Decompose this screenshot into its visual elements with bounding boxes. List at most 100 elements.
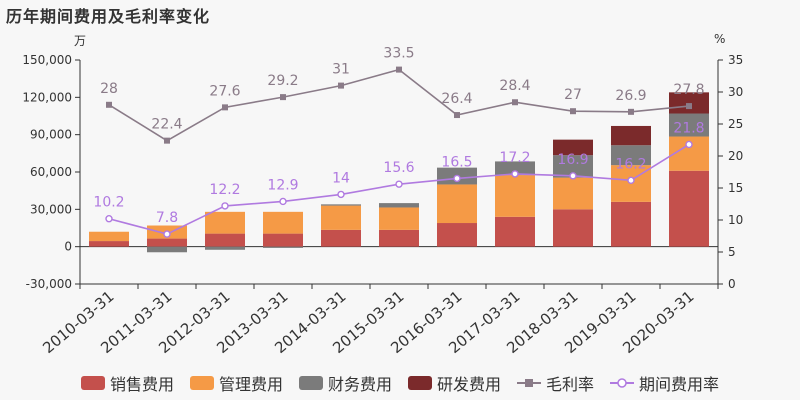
y2-tick-label: 20 [728,149,743,163]
bar-segment-1 [669,170,709,247]
bar-segment-2 [263,211,303,234]
line-point-expense-ratio [221,202,229,210]
bar-segment-1 [437,223,477,247]
bar-segment-3 [669,113,709,137]
data-label-expense-ratio: 15.6 [383,160,414,176]
line-point-gross-margin [512,99,518,106]
bar-segment-2 [495,175,535,217]
y-tick-label: 60,000 [30,165,72,179]
line-point-expense-ratio [163,230,171,238]
left-axis-unit: 万 [74,34,87,48]
line-point-expense-ratio [279,197,287,206]
bar-segment-3 [147,246,187,253]
line-point-gross-margin [338,82,344,89]
y-tick-label: 30,000 [30,202,72,216]
bar-segment-1 [611,201,651,247]
legend: 销售费用 管理费用 财务费用 研发费用 毛利率 期间费用率 [0,370,800,396]
data-label-expense-ratio: 17.2 [499,150,530,166]
y2-tick-label: 25 [728,117,743,131]
data-label-gross-margin: 28.4 [499,78,530,94]
data-label-gross-margin: 33.5 [383,46,414,62]
legend-item-admin[interactable]: 管理费用 [189,371,283,395]
data-label-expense-ratio: 16.2 [615,156,646,172]
legend-marker-expense-ratio [610,378,635,388]
line-point-expense-ratio [511,170,519,178]
line-point-gross-margin [396,66,402,73]
bar-segment-3 [321,204,361,206]
line-point-gross-margin [280,94,286,101]
line-point-expense-ratio [569,172,577,180]
legend-swatch-sales [80,376,105,390]
legend-label-expense-ratio: 期间费用率 [639,375,720,394]
data-label-gross-margin: 27 [564,87,582,103]
bar-segment-1 [379,229,419,247]
line-point-gross-margin [570,108,576,115]
y2-tick-label: 15 [728,181,743,195]
line-point-gross-margin [106,101,112,108]
bar-segment-1 [495,216,535,247]
y2-tick-label: 10 [728,213,743,227]
legend-swatch-finance [298,376,323,390]
data-label-expense-ratio: 7.8 [156,210,178,226]
bar-segment-2 [321,205,361,230]
bar-segment-2 [89,231,129,242]
data-label-expense-ratio: 21.8 [673,120,704,136]
bar-segment-3 [553,155,593,178]
legend-item-finance[interactable]: 财务费用 [298,371,392,395]
line-point-gross-margin [222,104,228,111]
bar-segment-4 [669,92,709,114]
data-label-expense-ratio: 12.2 [209,182,240,198]
data-label-expense-ratio: 16.5 [441,154,472,170]
y2-tick-label: 35 [728,53,743,67]
data-label-gross-margin: 22.4 [151,117,182,133]
legend-item-gross-margin[interactable]: 毛利率 [517,371,594,395]
bar-segment-1 [553,209,593,247]
bar-segment-1 [263,233,303,247]
y2-tick-label: 0 [728,277,736,291]
data-label-expense-ratio: 10.2 [93,195,124,211]
line-point-expense-ratio [685,140,693,149]
line-point-expense-ratio [627,176,635,185]
legend-item-expense-ratio[interactable]: 期间费用率 [610,371,719,395]
bar-segment-3 [495,161,535,176]
data-label-gross-margin: 27.6 [209,83,240,99]
data-label-expense-ratio: 14 [332,170,350,186]
line-point-expense-ratio [337,190,345,199]
bar-segment-4 [553,139,593,156]
y-tick-label: 0 [64,240,72,254]
legend-label-sales: 销售费用 [109,375,174,394]
line-point-gross-margin [454,112,460,119]
bar-segment-3 [263,246,303,248]
data-label-gross-margin: 26.9 [615,88,646,104]
line-point-gross-margin [628,108,634,115]
data-label-gross-margin: 27.8 [673,82,704,98]
bar-segment-2 [379,207,419,230]
bar-segment-1 [205,233,245,247]
legend-item-rnd[interactable]: 研发费用 [408,371,501,395]
line-series-1 [108,68,690,142]
y-tick-label: 150,000 [22,53,72,67]
data-label-gross-margin: 29.2 [267,73,298,89]
y2-tick-label: 5 [728,245,736,259]
legend-swatch-admin [189,376,214,390]
line-point-expense-ratio [105,215,113,223]
legend-label-rnd: 研发费用 [437,375,502,394]
bar-segment-2 [437,184,477,224]
bar-segment-2 [553,177,593,210]
legend-label-admin: 管理费用 [218,375,283,394]
right-axis-unit: % [714,32,726,46]
y-tick-label: -30,000 [26,277,72,291]
legend-item-sales[interactable]: 销售费用 [80,371,174,395]
bar-segment-3 [379,203,419,208]
data-label-gross-margin: 31 [332,62,350,78]
line-point-expense-ratio [395,180,403,188]
bar-segment-3 [205,246,245,250]
bar-segment-1 [321,229,361,247]
y-tick-label: 120,000 [22,90,72,104]
legend-marker-gross-margin [517,379,542,387]
legend-swatch-rnd [408,376,432,390]
line-point-gross-margin [686,103,692,110]
legend-label-gross-margin: 毛利率 [546,375,595,394]
bar-segment-4 [611,125,651,146]
data-label-expense-ratio: 16.9 [557,152,588,168]
